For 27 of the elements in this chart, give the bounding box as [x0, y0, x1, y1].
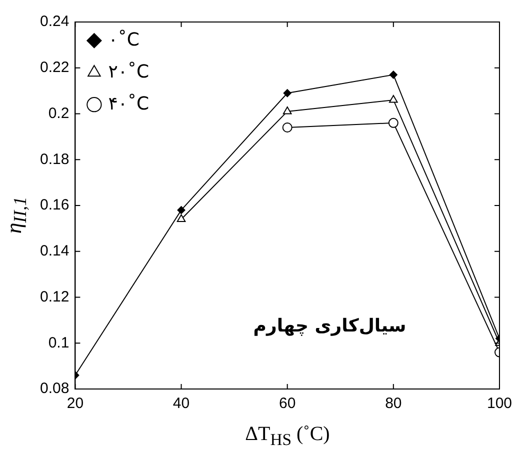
annotation: سیال‌کاری چهارم [253, 315, 406, 336]
x-tick-label: 80 [385, 395, 402, 412]
point [388, 118, 398, 128]
point [389, 70, 398, 79]
x-tick-label: 60 [278, 395, 296, 412]
x-tick-label: 20 [66, 395, 84, 412]
point [283, 89, 292, 98]
legend-label: ۴۰˚C [108, 93, 150, 114]
y-tick-label: 0.24 [40, 13, 70, 30]
x-tick-label: 100 [486, 395, 512, 412]
x-axis-title: ΔT$_{HS}$ (˚C) [244, 423, 331, 450]
point [282, 122, 292, 133]
y-tick-label: 0.2 [48, 104, 70, 122]
y-tick-label: 0.22 [40, 59, 70, 76]
y-tick-label: 0.18 [40, 150, 70, 168]
point [389, 94, 398, 103]
point [176, 214, 186, 222]
x-tick-label: 40 [172, 395, 190, 412]
legend-label: ۰˚C [108, 29, 140, 50]
point [177, 206, 186, 214]
y-tick-label: 0.14 [40, 242, 70, 260]
y-tick-label: 0.12 [40, 288, 70, 306]
y-tick-label: 0.1 [48, 334, 70, 352]
legend-label: ۲۰˚C [108, 61, 150, 82]
y-tick-label: 0.08 [40, 380, 70, 398]
y-tick-label: 0.16 [40, 196, 70, 214]
point [282, 106, 292, 114]
